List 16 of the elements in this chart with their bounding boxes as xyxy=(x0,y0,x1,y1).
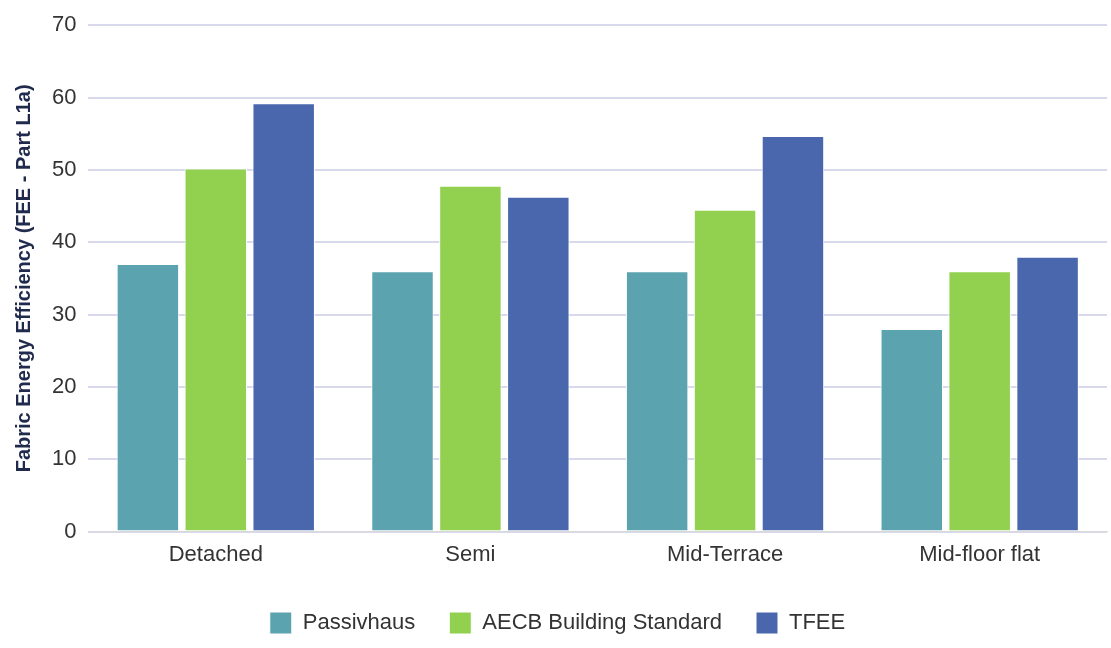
y-tick-label: 0 xyxy=(64,517,77,543)
y-tick-label: 30 xyxy=(51,300,77,326)
y-tick-label: 50 xyxy=(51,155,77,181)
x-tick-label: Semi xyxy=(445,540,496,566)
legend-label: Passivhaus xyxy=(302,609,416,635)
legend-label: TFEE xyxy=(788,609,846,635)
legend-label: AECB Building Standard xyxy=(482,609,722,635)
y-tick-label: 20 xyxy=(51,372,77,398)
x-tick-label: Detached xyxy=(168,540,263,566)
y-tick-label: 60 xyxy=(51,83,77,109)
x-tick-label: Mid-Terrace xyxy=(666,540,784,566)
x-tick-label: Mid-floor flat xyxy=(919,540,1041,566)
y-tick-label: 10 xyxy=(51,445,77,471)
y-tick-label: 70 xyxy=(51,11,77,37)
y-tick-label: 40 xyxy=(51,228,77,254)
y-axis-title: Fabric Energy Efficiency (FEE - Part L1a) xyxy=(11,84,34,473)
